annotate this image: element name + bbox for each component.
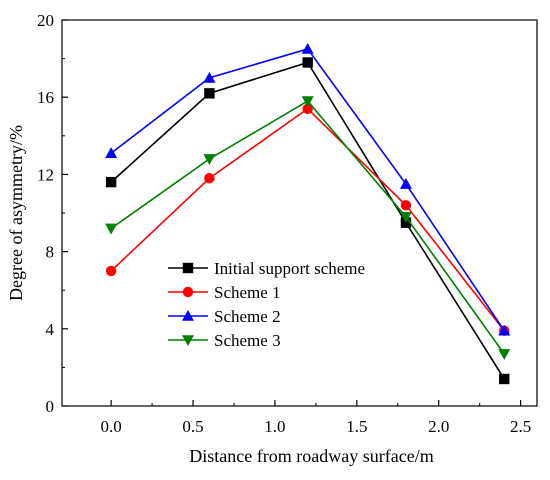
x-tick-label: 0.5 [182,417,203,436]
legend-label: Scheme 3 [214,331,281,350]
x-axis-title: Distance from roadway surface/m [189,446,433,466]
legend-marker [182,310,194,321]
x-tick-label: 2.0 [428,417,449,436]
data-point [105,176,117,188]
y-tick-label: 20 [37,11,54,30]
axis-ticks: 0.0 0.5 1.0 1.5 2.0 2.5 0 4 8 12 16 20 [37,11,531,436]
data-point [203,154,216,165]
data-point [204,173,215,184]
x-tick-label: 0.0 [101,417,122,436]
data-point [499,373,510,385]
data-point [203,71,216,83]
data-point [302,57,313,68]
legend-marker [182,262,194,274]
data-point [204,88,215,99]
legend-item: Scheme 2 [168,307,281,326]
legend-item: Scheme 1 [168,283,281,302]
data-point [400,200,412,211]
series-layer [105,42,511,385]
data-point [399,212,412,223]
series-2 [105,103,510,336]
data-point [302,103,313,114]
legend-label: Scheme 1 [214,283,281,302]
data-point [105,223,118,235]
series-3 [105,42,511,336]
legend: Initial support scheme Scheme 1 Scheme 2 Sc… [168,259,365,350]
data-point [498,324,511,336]
legend-marker [182,286,194,298]
data-point [399,178,412,189]
y-tick-label: 0 [46,397,55,416]
data-point [105,147,118,158]
y-tick-label: 4 [46,320,55,339]
legend-marker [182,335,194,346]
series-4 [105,96,511,360]
y-tick-label: 12 [37,165,54,184]
legend-label: Scheme 2 [214,307,281,326]
legend-label: Initial support scheme [214,259,365,278]
x-tick-label: 1.5 [346,417,367,436]
x-tick-label: 1.0 [264,417,285,436]
series-line [110,107,505,332]
x-tick-label: 2.5 [510,417,531,436]
y-tick-label: 16 [37,88,54,107]
data-point [301,42,314,54]
y-axis-title: Degree of asymmetry/% [6,125,26,301]
y-tick-label: 8 [46,243,55,262]
data-point [498,349,511,360]
series-line [110,48,505,332]
data-point [105,265,117,277]
legend-item: Initial support scheme [168,259,365,278]
legend-item: Scheme 3 [168,331,281,350]
data-point [301,96,314,108]
